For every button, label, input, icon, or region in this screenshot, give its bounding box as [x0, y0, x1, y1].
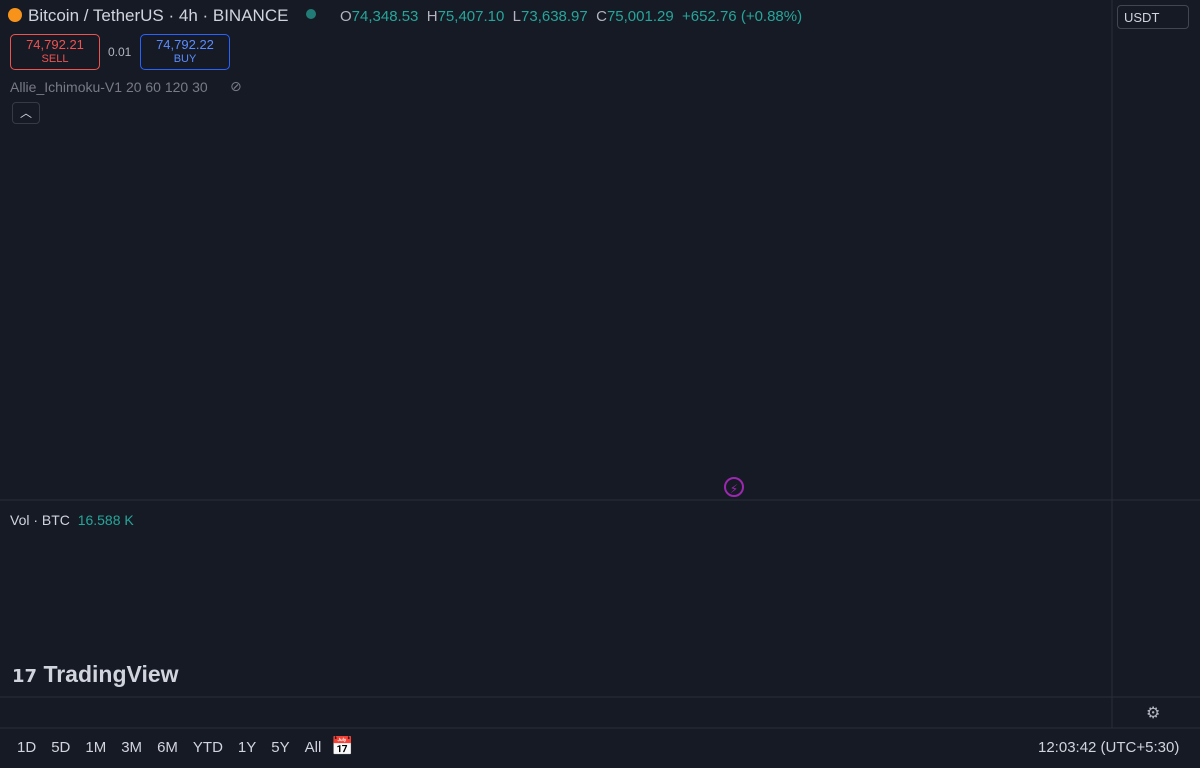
h-value: 75,407.10	[437, 8, 505, 25]
volume-title: Vol · BTC	[10, 512, 70, 528]
spread: 0.01	[108, 45, 132, 59]
brand-logo: 𝟭𝟳 TradingView	[12, 661, 179, 687]
range-bar: 1D 5D 1M 3M 6M YTD 1Y 5Y All	[17, 739, 336, 756]
sell-button[interactable]: 74,792.21 SELL	[10, 34, 100, 70]
volume-legend: Vol · BTC 16.588 K	[10, 512, 134, 528]
currency-select[interactable]: USDT	[1117, 5, 1189, 29]
o-value: 74,348.53	[351, 8, 419, 25]
range-button[interactable]: YTD	[192, 739, 223, 756]
range-button[interactable]: 1D	[17, 739, 37, 756]
range-button[interactable]: 5D	[51, 739, 71, 756]
c-label: C	[596, 8, 607, 25]
range-button[interactable]: 3M	[121, 739, 143, 756]
clock: 12:03:42 (UTC+5:30)	[1038, 739, 1180, 756]
brand-name: TradingView	[43, 661, 179, 687]
o-label: O	[340, 8, 352, 25]
hide-icon[interactable]: ⊘	[230, 78, 242, 94]
collapse-button[interactable]: ︿	[12, 102, 40, 124]
range-button[interactable]: 1M	[85, 739, 107, 756]
status-dot	[306, 9, 316, 19]
range-button[interactable]: 1Y	[237, 739, 257, 756]
buy-button[interactable]: 74,792.22 BUY	[140, 34, 230, 70]
btc-icon	[8, 8, 22, 22]
symbol-title[interactable]: Bitcoin / TetherUS · 4h · BINANCE	[8, 6, 288, 26]
c-value: 75,001.29	[606, 8, 674, 25]
range-button[interactable]: All	[304, 739, 322, 756]
buy-label: BUY	[173, 53, 197, 65]
event-icon[interactable]: ⚡	[724, 477, 744, 497]
indicator-label: Allie_Ichimoku-V1 20 60 120 30	[10, 79, 208, 95]
change: +652.76 (+0.88%)	[682, 8, 803, 25]
buy-price: 74,792.22	[156, 37, 214, 52]
h-label: H	[426, 8, 438, 25]
ohlc-legend: O74,348.53 H75,407.10 L73,638.97 C75,001…	[340, 8, 802, 25]
title: Bitcoin / TetherUS · 4h · BINANCE	[28, 6, 289, 25]
range-button[interactable]: 6M	[157, 739, 178, 756]
range-button[interactable]: 5Y	[271, 739, 290, 756]
sell-price: 74,792.21	[26, 37, 84, 52]
l-label: L	[512, 8, 522, 25]
settings-icon[interactable]: ⚙	[1146, 705, 1161, 722]
date-range-icon[interactable]: 📅	[331, 736, 354, 756]
l-value: 73,638.97	[521, 8, 588, 25]
volume-last: 16.588 K	[77, 512, 134, 528]
sell-label: SELL	[41, 53, 69, 65]
